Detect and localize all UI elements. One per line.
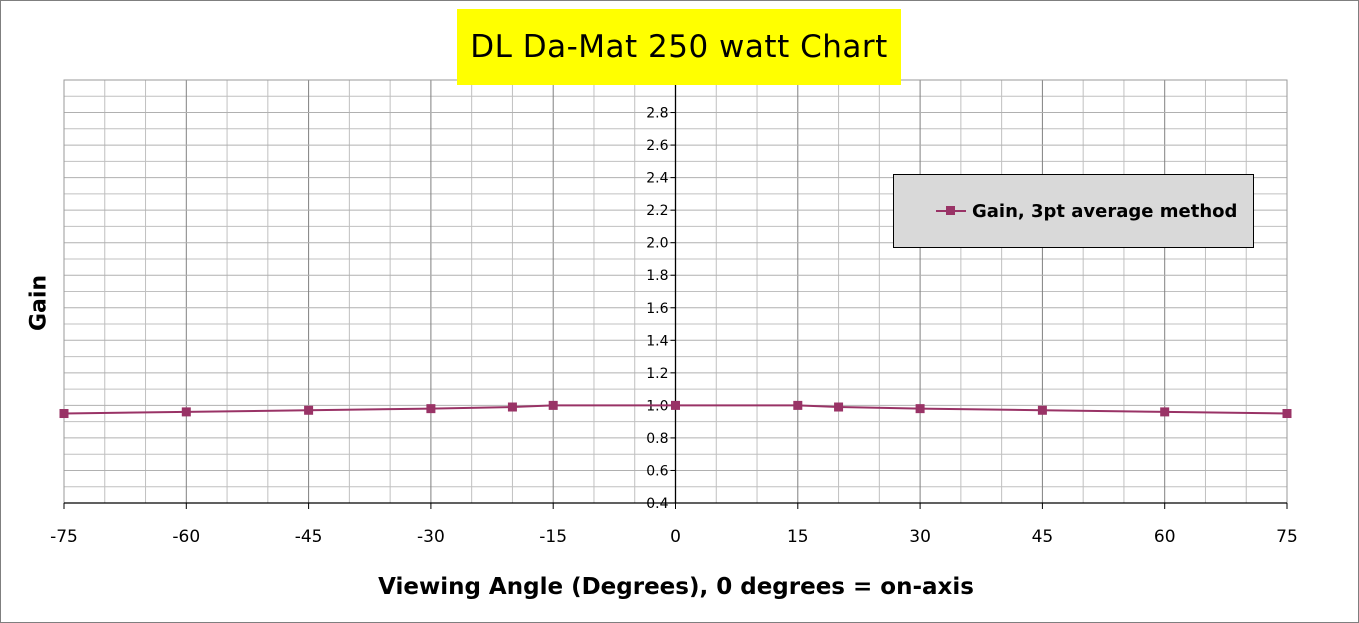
data-point bbox=[304, 405, 314, 415]
data-point bbox=[507, 402, 517, 412]
data-point bbox=[1282, 409, 1292, 419]
x-tick-label: 60 bbox=[1154, 527, 1176, 547]
x-tick-label: 0 bbox=[670, 527, 681, 547]
data-point bbox=[59, 409, 69, 419]
legend-series-label: Gain, 3pt average method bbox=[972, 200, 1238, 222]
x-tick-label: -75 bbox=[50, 527, 78, 547]
data-point bbox=[426, 404, 436, 414]
chart-title-box: DL Da-Mat 250 watt Chart bbox=[457, 9, 901, 85]
x-tick-label: 30 bbox=[909, 527, 931, 547]
y-tick-label: 2.2 bbox=[646, 203, 668, 219]
x-axis-title: Viewing Angle (Degrees), 0 degrees = on-… bbox=[378, 574, 974, 600]
x-tick-label: 15 bbox=[787, 527, 809, 547]
data-point bbox=[548, 400, 558, 410]
data-point bbox=[1160, 407, 1170, 417]
y-tick-label: 0.4 bbox=[646, 496, 668, 512]
y-axis-title: Gain bbox=[26, 274, 52, 332]
x-tick-label: -15 bbox=[539, 527, 567, 547]
y-tick-label: 1.4 bbox=[646, 333, 668, 349]
y-tick-label: 2.4 bbox=[646, 171, 668, 187]
chart-title: DL Da-Mat 250 watt Chart bbox=[470, 29, 888, 65]
data-point bbox=[834, 402, 844, 412]
x-tick-label: -45 bbox=[295, 527, 323, 547]
y-tick-label: 2.0 bbox=[646, 236, 668, 252]
data-point bbox=[181, 407, 191, 417]
x-tick-label: 45 bbox=[1032, 527, 1054, 547]
data-point bbox=[1037, 405, 1047, 415]
y-tick-label: 0.8 bbox=[646, 431, 668, 447]
x-tick-label: 75 bbox=[1276, 527, 1298, 547]
legend-swatch bbox=[936, 206, 966, 216]
y-tick-label: 2.6 bbox=[646, 138, 668, 154]
x-tick-label: -30 bbox=[417, 527, 445, 547]
y-tick-label: 1.2 bbox=[646, 366, 668, 382]
y-tick-label: 1.6 bbox=[646, 301, 668, 317]
y-tick-label: 2.8 bbox=[646, 106, 668, 122]
legend: Gain, 3pt average method bbox=[893, 174, 1254, 248]
data-point bbox=[671, 400, 680, 410]
y-tick-label: 0.6 bbox=[646, 463, 668, 479]
x-tick-label: -60 bbox=[172, 527, 200, 547]
data-point bbox=[915, 404, 925, 414]
data-point bbox=[793, 400, 803, 410]
y-tick-label: 1.8 bbox=[646, 268, 668, 284]
